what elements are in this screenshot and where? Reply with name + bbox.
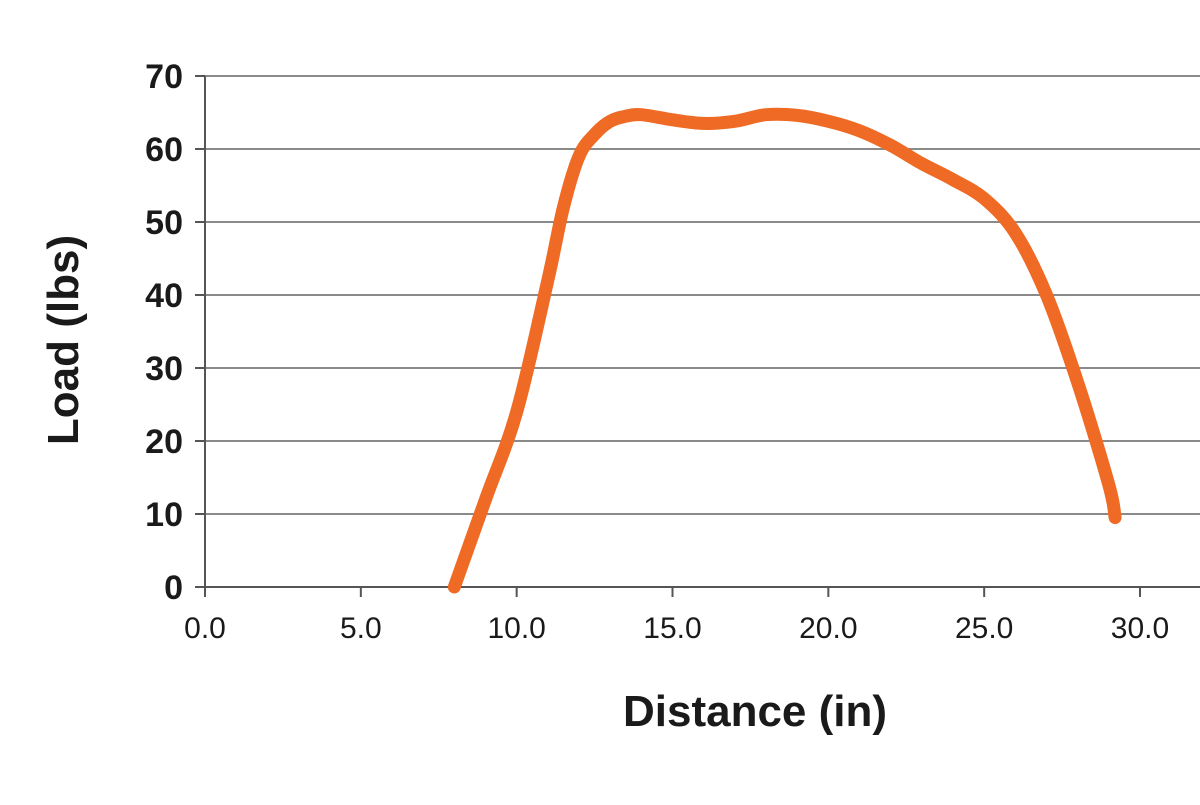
x-tick-label: 5.0 xyxy=(340,612,382,645)
y-tick-label: 10 xyxy=(145,496,183,534)
y-tick-label: 60 xyxy=(145,131,183,169)
data-point xyxy=(672,119,674,121)
data-point xyxy=(827,120,829,122)
x-tick-label: 20.0 xyxy=(799,612,857,645)
data-point xyxy=(890,144,892,146)
y-tick-label: 50 xyxy=(145,204,183,242)
data-point xyxy=(625,115,627,117)
data-point xyxy=(640,114,642,116)
x-tick-label: 0.0 xyxy=(184,612,226,645)
data-point xyxy=(1014,232,1016,234)
data-point xyxy=(453,586,455,588)
data-point xyxy=(921,163,923,165)
data-point xyxy=(983,198,985,200)
data-point xyxy=(547,279,549,281)
x-axis-title: Distance (in) xyxy=(623,687,887,736)
data-point xyxy=(952,179,954,181)
data-point xyxy=(734,120,736,122)
y-tick-label: 70 xyxy=(145,58,183,96)
data-point xyxy=(703,122,705,124)
grid-layer xyxy=(205,75,1200,515)
data-point xyxy=(1108,484,1110,486)
y-tick-label: 0 xyxy=(164,569,183,607)
data-point xyxy=(1046,294,1048,296)
axis-layer xyxy=(204,76,1200,588)
data-point xyxy=(796,114,798,116)
data-point xyxy=(594,133,596,135)
y-tick-label: 30 xyxy=(145,350,183,388)
y-tick-label: 20 xyxy=(145,423,183,461)
y-tick-label: 40 xyxy=(145,277,183,315)
x-tick-label: 30.0 xyxy=(1111,612,1169,645)
data-point xyxy=(1077,382,1079,384)
y-axis-title: Load (lbs) xyxy=(39,235,88,445)
data-point xyxy=(609,120,611,122)
x-tick-label: 25.0 xyxy=(955,612,1013,645)
series-layer xyxy=(447,107,1122,594)
x-tick-label: 10.0 xyxy=(487,612,545,645)
data-point xyxy=(859,130,861,132)
tick-layer: 0 10 20 30 40 50 60 70 0.0 5.0 10.0 15.0 20.0 25.0 30.… xyxy=(145,58,1169,645)
series-line xyxy=(447,107,1122,594)
data-point xyxy=(516,411,518,413)
data-point xyxy=(765,114,767,116)
data-point xyxy=(1114,517,1116,519)
data-point xyxy=(578,155,580,157)
data-point xyxy=(485,498,487,500)
data-point xyxy=(562,206,564,208)
x-tick-label: 15.0 xyxy=(643,612,701,645)
